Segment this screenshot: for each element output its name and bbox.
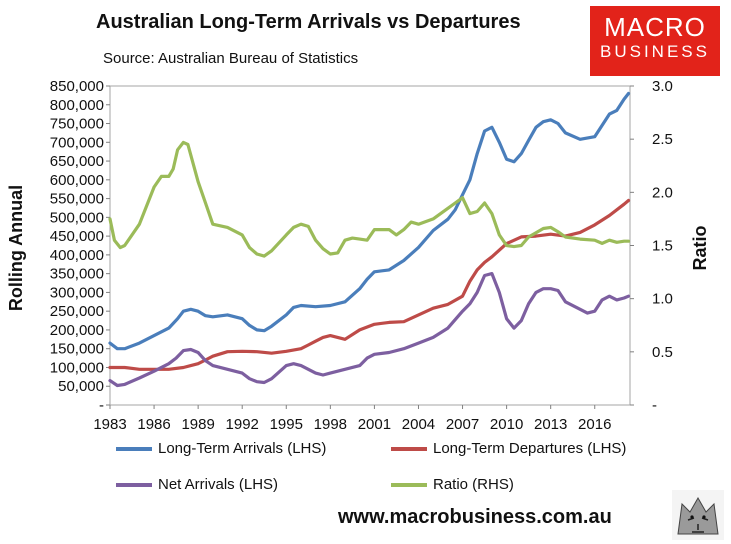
x-tick-label: 1995 (270, 416, 303, 433)
logo-line-1: MACRO (604, 12, 706, 42)
legend-swatch-ratio (391, 482, 427, 487)
legend-item-departures: Long-Term Departures (LHS) (391, 440, 626, 457)
legend-swatch-arrivals (116, 446, 152, 451)
y-tick-label: 200,000 (50, 322, 104, 339)
y2-tick-label: 2.5 (652, 131, 673, 148)
y-tick-label: 550,000 (50, 191, 104, 208)
website-url: www.macrobusiness.com.au (338, 506, 612, 528)
y-axis-label: Rolling Annual (6, 185, 26, 311)
y-tick-label: 300,000 (50, 284, 104, 301)
wolf-mascot-icon (672, 490, 724, 540)
y-tick-label: 450,000 (50, 228, 104, 245)
legend-label-departures: Long-Term Departures (LHS) (433, 440, 627, 457)
series-line-departures (108, 198, 631, 371)
y2-tick-label: 1.0 (652, 291, 673, 308)
legend-item-net-arrivals: Net Arrivals (LHS) (116, 476, 278, 493)
x-tick-label: 2007 (446, 416, 479, 433)
legend-label-ratio: Ratio (RHS) (433, 476, 514, 493)
x-tick-label: 2016 (578, 416, 611, 433)
x-tick-label: 1992 (226, 416, 259, 433)
series-line-arrivals (108, 91, 631, 351)
x-tick-label: 2004 (402, 416, 435, 433)
macrobusiness-logo: MACRO BUSINESS (590, 6, 720, 76)
y-tick-label: 750,000 (50, 116, 104, 133)
y2-tick-label: 1.5 (652, 238, 673, 255)
y-tick-label: 850,000 (50, 78, 104, 95)
y2-tick-label: 0.5 (652, 344, 673, 361)
x-tick-label: 1998 (314, 416, 347, 433)
series-line-ratio (108, 140, 631, 258)
y-tick-label: 700,000 (50, 134, 104, 151)
logo-line-2: BUSINESS (600, 42, 710, 61)
x-tick-label: 2001 (358, 416, 391, 433)
y2-axis-label: Ratio (690, 225, 710, 270)
y-tick-label: 800,000 (50, 97, 104, 114)
x-tick-label: 2013 (534, 416, 567, 433)
y-tick-label: 500,000 (50, 209, 104, 226)
y2-tick-label: 2.0 (652, 184, 673, 201)
y-tick-label: 650,000 (50, 153, 104, 170)
legend-item-arrivals: Long-Term Arrivals (LHS) (116, 440, 326, 457)
chart-subtitle: Source: Australian Bureau of Statistics (103, 50, 359, 67)
legend-item-ratio: Ratio (RHS) (391, 476, 514, 493)
y-tick-label: 100,000 (50, 359, 104, 376)
y-tick-label: 600,000 (50, 172, 104, 189)
y-tick-label: 400,000 (50, 247, 104, 264)
y-tick-label: - (99, 397, 104, 414)
x-tick-label: 1983 (93, 416, 126, 433)
y2-tick-label: - (652, 397, 657, 414)
chart-title: Australian Long-Term Arrivals vs Departu… (96, 11, 521, 33)
y2-tick-label: 3.0 (652, 78, 673, 95)
y-tick-label: 350,000 (50, 266, 104, 283)
x-tick-label: 1989 (181, 416, 214, 433)
x-tick-label: 1986 (137, 416, 170, 433)
x-tick-label: 2010 (490, 416, 523, 433)
y-tick-label: 50,000 (58, 378, 104, 395)
series-layer (108, 91, 631, 388)
legend-label-arrivals: Long-Term Arrivals (LHS) (158, 440, 327, 457)
legend-swatch-departures (391, 446, 427, 451)
series-line-net-arrivals (108, 272, 631, 388)
legend-label-net-arrivals: Net Arrivals (LHS) (158, 476, 279, 493)
y-tick-label: 250,000 (50, 303, 104, 320)
legend-swatch-net-arrivals (116, 482, 152, 487)
y-tick-label: 150,000 (50, 341, 104, 358)
